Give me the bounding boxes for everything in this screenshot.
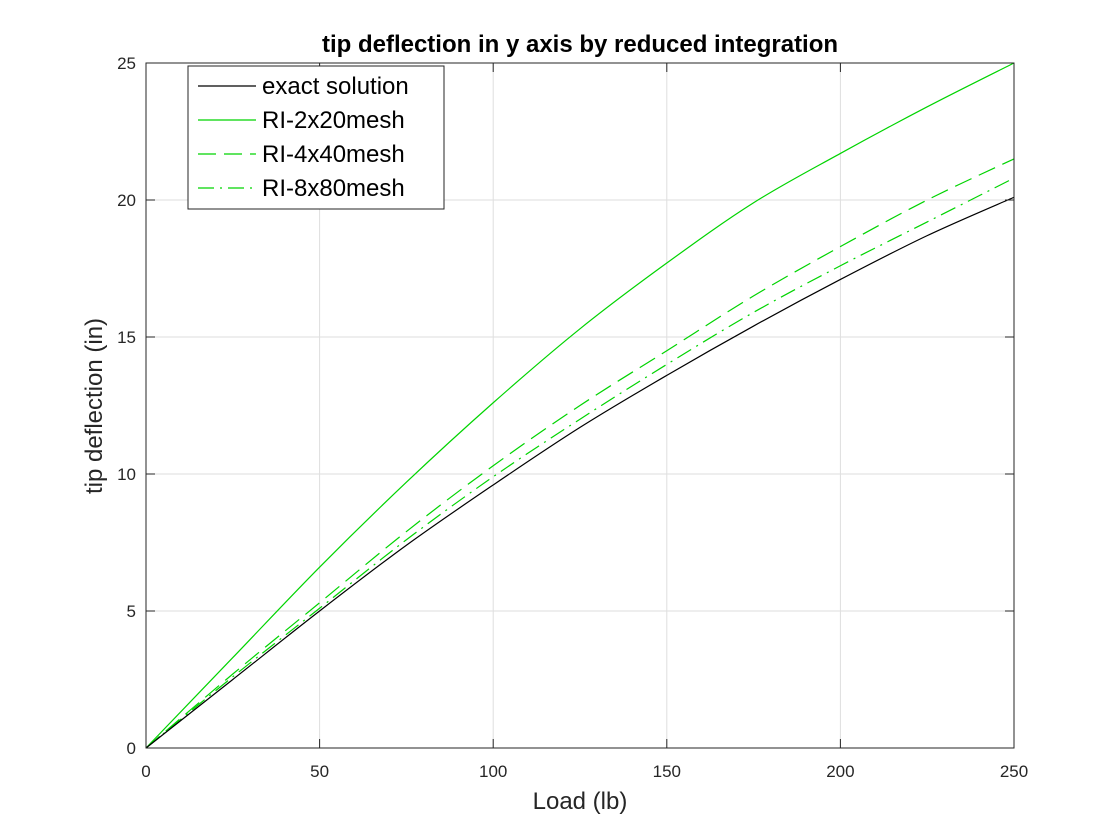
x-tick-label: 250 — [1000, 762, 1028, 781]
series-line-ri-4x40mesh — [146, 159, 1014, 748]
x-axis-label: Load (lb) — [533, 788, 628, 815]
series-line-ri-8x80mesh — [146, 178, 1014, 748]
y-tick-label: 5 — [127, 602, 136, 621]
legend-label: RI-4x40mesh — [262, 141, 405, 168]
y-tick-label: 0 — [127, 739, 136, 758]
y-axis-label: tip deflection (in) — [81, 318, 108, 494]
y-tick-label: 15 — [117, 328, 136, 347]
x-tick-label: 50 — [310, 762, 329, 781]
legend-label: RI-2x20mesh — [262, 107, 405, 134]
y-tick-label: 20 — [117, 191, 136, 210]
y-tick-label: 25 — [117, 54, 136, 73]
x-tick-label: 100 — [479, 762, 507, 781]
legend-label: RI-8x80mesh — [262, 175, 405, 202]
chart-title: tip deflection in y axis by reduced inte… — [322, 31, 838, 58]
x-tick-label: 150 — [653, 762, 681, 781]
legend-label: exact solution — [262, 73, 409, 100]
x-tick-label: 200 — [826, 762, 854, 781]
y-tick-label: 10 — [117, 465, 136, 484]
x-tick-label: 0 — [141, 762, 150, 781]
legend: exact solution RI-2x20mesh RI-4x40mesh RI-8… — [188, 66, 444, 209]
series-line-exact-solution — [146, 197, 1014, 748]
